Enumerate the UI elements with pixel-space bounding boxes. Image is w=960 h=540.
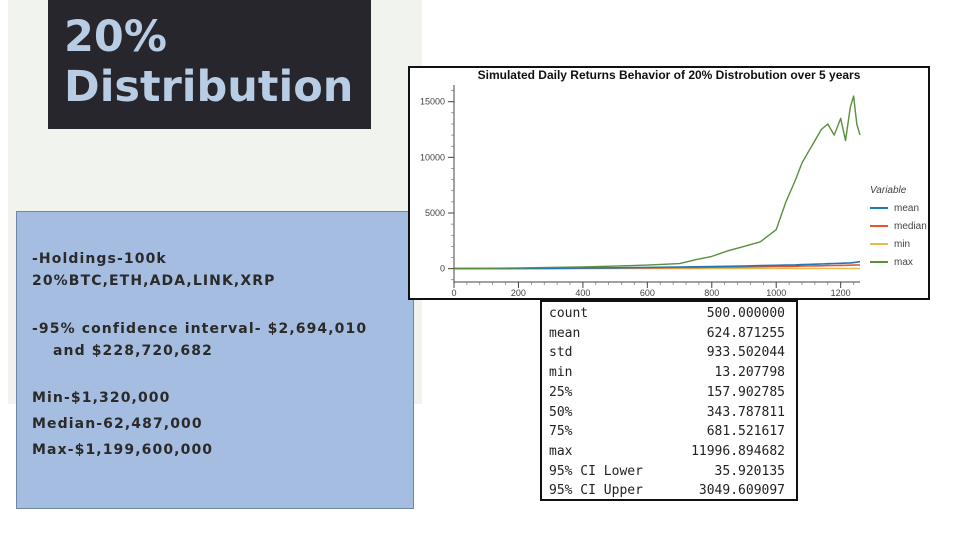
stat-label: 25% <box>549 384 573 400</box>
stat-row: std 933.502044 <box>542 345 796 365</box>
stat-row: 95% CI Upper 3049.609097 <box>542 483 796 503</box>
stat-value: 343.787811 <box>706 404 785 420</box>
legend-label-min: min <box>894 239 910 250</box>
x-tick-label: 1000 <box>766 288 786 298</box>
x-tick-label: 200 <box>511 288 526 298</box>
x-tick-label: 600 <box>640 288 655 298</box>
stat-value: 500.000000 <box>706 306 785 321</box>
stat-label: 75% <box>549 424 573 440</box>
min-text: Min-$1,320,000 <box>32 390 171 406</box>
chart-panel: 0 200 400 600 800 1000 1200 0 5000 10000 15000 Vari… <box>408 66 930 300</box>
stat-label: count <box>549 306 589 321</box>
stats-table: count 500.000000 mean 624.871255 std 933.5020… <box>540 300 798 501</box>
legend-title: Variable <box>870 185 907 196</box>
x-tick-label: 1200 <box>831 288 851 298</box>
slide-title: 20% Distribution <box>64 12 353 112</box>
holdings-text: -Holdings-100k <box>32 251 167 267</box>
stat-label: min <box>549 365 573 381</box>
stat-row: max 11996.894682 <box>542 444 796 464</box>
stat-row: 95% CI Lower 35.920135 <box>542 464 796 484</box>
stat-value: 624.871255 <box>706 325 785 341</box>
y-tick-label: 15000 <box>420 97 445 107</box>
y-tick-label: 10000 <box>420 152 445 162</box>
slide-title-line2: Distribution <box>64 62 354 112</box>
stat-value: 13.207798 <box>714 365 785 381</box>
stat-value: 35.920135 <box>714 463 785 479</box>
slide-title-line1: 20% <box>64 12 167 62</box>
stat-row: 50% 343.787811 <box>542 405 796 425</box>
stat-label: 50% <box>549 404 573 420</box>
chart-title: Simulated Daily Returns Behavior of 20% … <box>477 68 861 82</box>
stat-label: mean <box>549 325 581 341</box>
stat-label: max <box>549 443 573 459</box>
stat-label: 95% CI Lower <box>549 463 643 479</box>
max-text: Max-$1,199,600,000 <box>32 442 214 458</box>
x-tick-label: 0 <box>451 288 456 298</box>
stat-row: mean 624.871255 <box>542 326 796 346</box>
legend-label-median: median <box>894 221 927 232</box>
stat-value: 11996.894682 <box>691 443 785 459</box>
stat-value: 681.521617 <box>706 424 785 440</box>
stat-value: 3049.609097 <box>698 483 785 499</box>
confidence-interval-text-cont: and $228,720,682 <box>53 343 213 359</box>
x-tick-label: 400 <box>575 288 590 298</box>
legend-label-mean: mean <box>894 203 919 214</box>
info-panel: -Holdings-100k 20%BTC,ETH,ADA,LINK,XRP -… <box>16 211 414 509</box>
assets-text: 20%BTC,ETH,ADA,LINK,XRP <box>32 273 276 289</box>
stat-value: 157.902785 <box>706 384 785 400</box>
stat-label: std <box>549 345 573 361</box>
y-tick-label: 5000 <box>425 208 445 218</box>
stat-row: 25% 157.902785 <box>542 385 796 405</box>
stat-label: 95% CI Upper <box>549 483 643 499</box>
series-line-max <box>453 95 861 270</box>
x-tick-label: 800 <box>704 288 719 298</box>
confidence-interval-text: -95% confidence interval- $2,694,010 <box>32 321 368 337</box>
series-line-mean <box>453 260 861 270</box>
stat-row: min 13.207798 <box>542 365 796 385</box>
stat-value: 933.502044 <box>706 345 785 361</box>
line-chart: 0 200 400 600 800 1000 1200 0 5000 10000 15000 Vari… <box>420 85 927 298</box>
y-tick-label: 0 <box>440 264 445 274</box>
legend-label-max: max <box>894 257 913 268</box>
title-block: 20% Distribution <box>48 0 371 129</box>
stat-row: 75% 681.521617 <box>542 424 796 444</box>
stat-row: count 500.000000 <box>542 306 796 326</box>
median-text: Median-62,487,000 <box>32 416 203 432</box>
